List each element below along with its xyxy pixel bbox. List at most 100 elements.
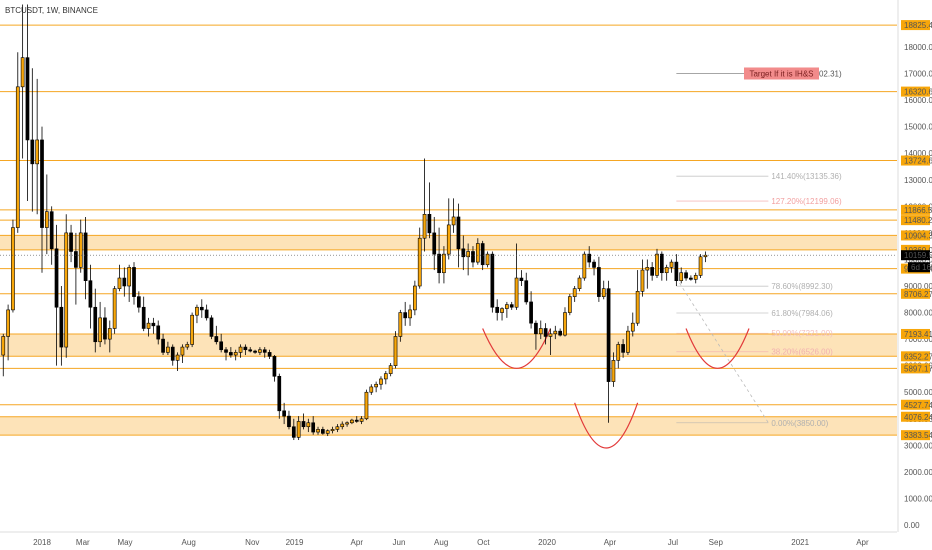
candle[interactable] — [655, 248, 659, 279]
candle[interactable] — [103, 307, 107, 345]
candle[interactable] — [132, 262, 136, 305]
candle[interactable] — [679, 267, 684, 284]
candle[interactable] — [611, 352, 616, 387]
candle[interactable] — [393, 331, 398, 369]
candle[interactable] — [505, 301, 509, 318]
price-line-label[interactable]: 8706.27 — [901, 288, 932, 299]
candle[interactable] — [258, 347, 262, 356]
candle[interactable] — [98, 301, 102, 348]
candle[interactable] — [364, 389, 369, 421]
candle[interactable] — [485, 251, 490, 268]
price-line-label[interactable]: 11480.25 — [901, 215, 932, 226]
price-line-label[interactable]: 6352.27 — [901, 351, 932, 362]
candle[interactable] — [480, 240, 485, 271]
candle[interactable] — [577, 275, 582, 292]
candle[interactable] — [621, 339, 625, 358]
candle[interactable] — [185, 341, 190, 350]
candle[interactable] — [437, 227, 441, 284]
candle[interactable] — [11, 219, 15, 313]
candle[interactable] — [238, 344, 243, 358]
candle[interactable] — [383, 370, 388, 385]
candle[interactable] — [408, 304, 412, 326]
candle[interactable] — [214, 325, 219, 345]
candle[interactable] — [345, 421, 349, 427]
candle[interactable] — [650, 262, 655, 281]
candle[interactable] — [592, 259, 596, 276]
candle[interactable] — [180, 344, 185, 364]
candle[interactable] — [529, 291, 533, 329]
candle[interactable] — [388, 363, 393, 377]
candle[interactable] — [209, 315, 214, 340]
candle[interactable] — [446, 198, 451, 260]
candle[interactable] — [606, 280, 611, 423]
candle[interactable] — [340, 421, 345, 430]
candle[interactable] — [475, 238, 480, 265]
candle[interactable] — [519, 270, 524, 286]
candle[interactable] — [693, 272, 698, 284]
candle[interactable] — [83, 216, 88, 300]
candle[interactable] — [248, 347, 253, 353]
candle[interactable] — [374, 381, 378, 393]
price-line-label[interactable]: 5897.17 — [901, 363, 932, 374]
candle[interactable] — [6, 304, 10, 361]
price-line-label[interactable]: 7193.41 — [901, 328, 932, 339]
candle[interactable] — [54, 224, 59, 366]
price-line-label[interactable]: 3383.54 — [901, 430, 932, 441]
candle[interactable] — [698, 254, 703, 279]
candle[interactable] — [170, 344, 175, 366]
candle[interactable] — [229, 347, 233, 358]
candle[interactable] — [175, 352, 180, 371]
candle[interactable] — [572, 286, 577, 302]
candle[interactable] — [136, 291, 141, 313]
candle[interactable] — [30, 68, 35, 212]
candle[interactable] — [534, 320, 538, 350]
candle[interactable] — [422, 158, 427, 252]
candle[interactable] — [1, 333, 6, 377]
candle[interactable] — [316, 426, 320, 435]
candle[interactable] — [44, 174, 49, 255]
candle[interactable] — [296, 416, 301, 441]
candle[interactable] — [456, 203, 461, 268]
candle[interactable] — [156, 320, 161, 345]
candle[interactable] — [35, 78, 40, 215]
candle[interactable] — [253, 349, 257, 354]
candle[interactable] — [330, 426, 335, 434]
candle[interactable] — [219, 333, 224, 353]
candle[interactable] — [233, 349, 238, 361]
candle[interactable] — [635, 270, 640, 326]
candle[interactable] — [59, 286, 64, 366]
candle[interactable] — [88, 264, 93, 329]
candle[interactable] — [548, 328, 553, 356]
candle[interactable] — [291, 418, 296, 441]
candle[interactable] — [190, 312, 194, 348]
candle[interactable] — [204, 304, 209, 321]
candle[interactable] — [432, 216, 437, 271]
candle[interactable] — [640, 259, 645, 297]
candle[interactable] — [471, 246, 475, 268]
candle[interactable] — [645, 259, 650, 289]
candle[interactable] — [490, 251, 495, 313]
candle[interactable] — [659, 251, 664, 281]
candle[interactable] — [122, 267, 127, 297]
candle[interactable] — [669, 259, 674, 273]
candle[interactable] — [40, 126, 44, 273]
candle[interactable] — [509, 301, 514, 310]
candle[interactable] — [306, 418, 311, 433]
candle[interactable] — [664, 264, 669, 281]
candle[interactable] — [287, 410, 291, 430]
candle[interactable] — [243, 344, 248, 356]
candle[interactable] — [354, 416, 359, 423]
candle[interactable] — [674, 254, 679, 286]
candle[interactable] — [514, 243, 519, 310]
price-line-label[interactable]: 10904.32 — [901, 230, 932, 241]
candle[interactable] — [272, 355, 277, 382]
candle[interactable] — [500, 307, 504, 321]
candle[interactable] — [543, 323, 548, 345]
candle[interactable] — [78, 219, 83, 273]
candle[interactable] — [538, 320, 543, 340]
candle[interactable] — [427, 182, 432, 239]
candle[interactable] — [553, 325, 558, 340]
candle[interactable] — [146, 317, 151, 337]
candle[interactable] — [524, 272, 529, 305]
